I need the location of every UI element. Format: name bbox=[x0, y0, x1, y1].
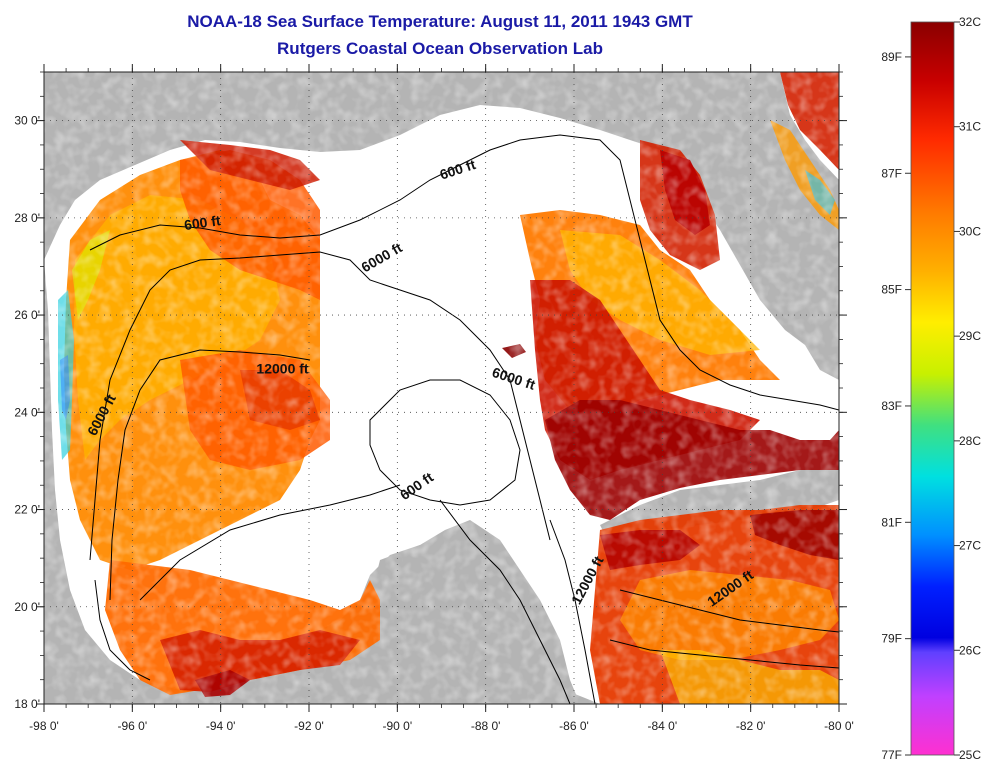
colorbar-c-label: 26C bbox=[959, 643, 981, 657]
colorbar-celsius-labels: 32C 31C 30C 29C 28C 27C 26C 25C bbox=[954, 15, 981, 762]
colorbar-fahrenheit-labels: 89F 87F 85F 83F 81F 79F 77F bbox=[881, 50, 911, 762]
lon-tick-label: -86 0' bbox=[559, 719, 589, 733]
lon-tick-label: -80 0' bbox=[824, 719, 854, 733]
colorbar-c-label: 31C bbox=[959, 120, 981, 134]
lon-tick-label: -88 0' bbox=[471, 719, 501, 733]
lat-tick-label: 24 0' bbox=[14, 405, 40, 419]
colorbar-c-label: 25C bbox=[959, 748, 981, 762]
map-title: NOAA-18 Sea Surface Temperature: August … bbox=[187, 12, 693, 31]
lat-lon-grid bbox=[44, 72, 839, 704]
cloud-speckle bbox=[44, 72, 839, 704]
lat-tick-label: 28 0' bbox=[14, 211, 40, 225]
lon-tick-label: -84 0' bbox=[648, 719, 678, 733]
lon-tick-label: -94 0' bbox=[206, 719, 236, 733]
colorbar-c-label: 27C bbox=[959, 539, 981, 553]
lon-tick-label: -92 0' bbox=[294, 719, 324, 733]
colorbar-c-label: 30C bbox=[959, 224, 981, 238]
colorbar-c-label: 32C bbox=[959, 15, 981, 29]
lat-tick-label: 30 0' bbox=[14, 114, 40, 128]
map-subtitle: Rutgers Coastal Ocean Observation Lab bbox=[277, 39, 603, 58]
colorbar-f-label: 77F bbox=[881, 748, 902, 762]
lon-tick-label: -90 0' bbox=[383, 719, 413, 733]
lon-tick-label: -96 0' bbox=[118, 719, 148, 733]
lon-tick-label: -98 0' bbox=[29, 719, 59, 733]
colorbar-f-label: 87F bbox=[881, 166, 902, 180]
lon-tick-label: -82 0' bbox=[736, 719, 766, 733]
lat-tick-label: 20 0' bbox=[14, 600, 40, 614]
latitude-axis: 30 0' 28 0' 26 0' 24 0' 22 0' 20 0' 18 0' bbox=[14, 71, 847, 711]
colorbar-f-label: 81F bbox=[881, 515, 902, 529]
longitude-axis: -98 0' -96 0' -94 0' -92 0' -90 0' -88 0' -86 … bbox=[29, 64, 854, 733]
colorbar-f-label: 83F bbox=[881, 399, 902, 413]
lat-tick-label: 22 0' bbox=[14, 503, 40, 517]
depth-contours bbox=[89, 134, 839, 704]
lat-tick-label: 26 0' bbox=[14, 308, 40, 322]
colorbar-f-label: 85F bbox=[881, 283, 902, 297]
contour-label: 600 ft bbox=[183, 212, 222, 233]
colorbar-f-label: 89F bbox=[881, 50, 902, 64]
colorbar: 32C 31C 30C 29C 28C 27C 26C 25C 89F 87F 85F 83F 81F… bbox=[881, 15, 981, 762]
contour-label: 12000 ft bbox=[256, 360, 308, 376]
colorbar-f-label: 79F bbox=[881, 632, 902, 646]
colorbar-c-label: 28C bbox=[959, 434, 981, 448]
lat-tick-label: 18 0' bbox=[14, 697, 40, 711]
colorbar-c-label: 29C bbox=[959, 329, 981, 343]
colorbar-gradient bbox=[910, 21, 955, 756]
